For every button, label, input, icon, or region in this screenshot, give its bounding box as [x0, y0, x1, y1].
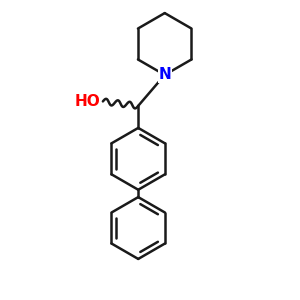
- Text: N: N: [158, 68, 171, 82]
- Text: HO: HO: [75, 94, 101, 109]
